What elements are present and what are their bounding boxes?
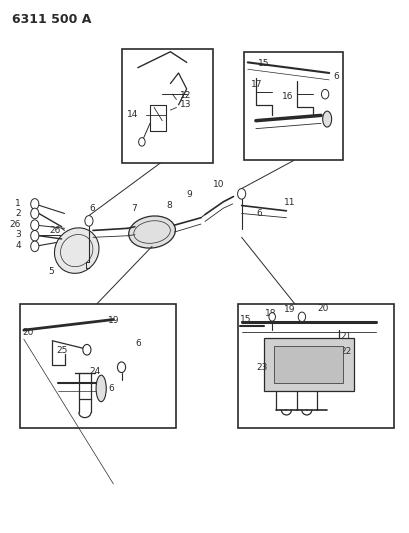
Text: 14: 14: [126, 110, 138, 119]
Circle shape: [85, 216, 93, 226]
Text: 20: 20: [316, 304, 328, 313]
Text: 3: 3: [15, 230, 21, 239]
Circle shape: [297, 312, 305, 321]
Text: 15: 15: [257, 60, 269, 68]
Text: 6: 6: [255, 209, 261, 218]
Text: 25: 25: [56, 346, 67, 355]
Text: 23: 23: [255, 363, 267, 372]
Text: 8: 8: [166, 201, 172, 210]
Circle shape: [138, 138, 145, 146]
Bar: [263, 338, 353, 391]
Text: 18: 18: [265, 309, 276, 318]
Circle shape: [31, 220, 39, 230]
Text: 6: 6: [135, 339, 140, 348]
Text: 7: 7: [131, 204, 137, 213]
Text: 2: 2: [15, 209, 21, 218]
Text: 10: 10: [213, 180, 224, 189]
Text: 19: 19: [284, 305, 295, 314]
Bar: [274, 346, 343, 383]
Text: 4: 4: [15, 241, 21, 250]
Circle shape: [31, 230, 39, 241]
Ellipse shape: [96, 375, 106, 402]
Text: 9: 9: [186, 190, 192, 199]
Bar: [243, 52, 343, 160]
Text: 6: 6: [89, 204, 95, 213]
Text: 19: 19: [108, 316, 119, 325]
Ellipse shape: [54, 228, 99, 273]
Text: 21: 21: [339, 332, 351, 341]
Text: 26: 26: [9, 220, 21, 229]
Text: 24: 24: [89, 367, 100, 376]
Text: 1: 1: [15, 199, 21, 208]
Ellipse shape: [128, 216, 175, 248]
Circle shape: [31, 208, 39, 219]
Text: 13: 13: [179, 100, 191, 109]
Bar: [237, 304, 393, 428]
Text: 16: 16: [282, 92, 293, 101]
Circle shape: [31, 199, 39, 209]
Text: 5: 5: [48, 268, 54, 276]
Text: 6: 6: [108, 384, 114, 393]
Circle shape: [31, 241, 39, 252]
Ellipse shape: [322, 111, 331, 127]
Circle shape: [237, 189, 245, 199]
Circle shape: [268, 313, 275, 321]
Text: 20: 20: [22, 328, 34, 337]
Text: 6311 500 A: 6311 500 A: [11, 13, 91, 26]
Text: 26: 26: [49, 226, 60, 235]
Text: 12: 12: [179, 91, 191, 100]
Text: 17: 17: [250, 80, 261, 89]
Circle shape: [117, 362, 125, 373]
Text: 11: 11: [284, 198, 295, 207]
Bar: [121, 49, 213, 163]
Circle shape: [321, 90, 328, 99]
Bar: [20, 304, 176, 428]
Text: 22: 22: [339, 347, 351, 356]
Text: 15: 15: [240, 315, 251, 324]
Circle shape: [83, 344, 91, 355]
Text: 6: 6: [333, 72, 338, 81]
